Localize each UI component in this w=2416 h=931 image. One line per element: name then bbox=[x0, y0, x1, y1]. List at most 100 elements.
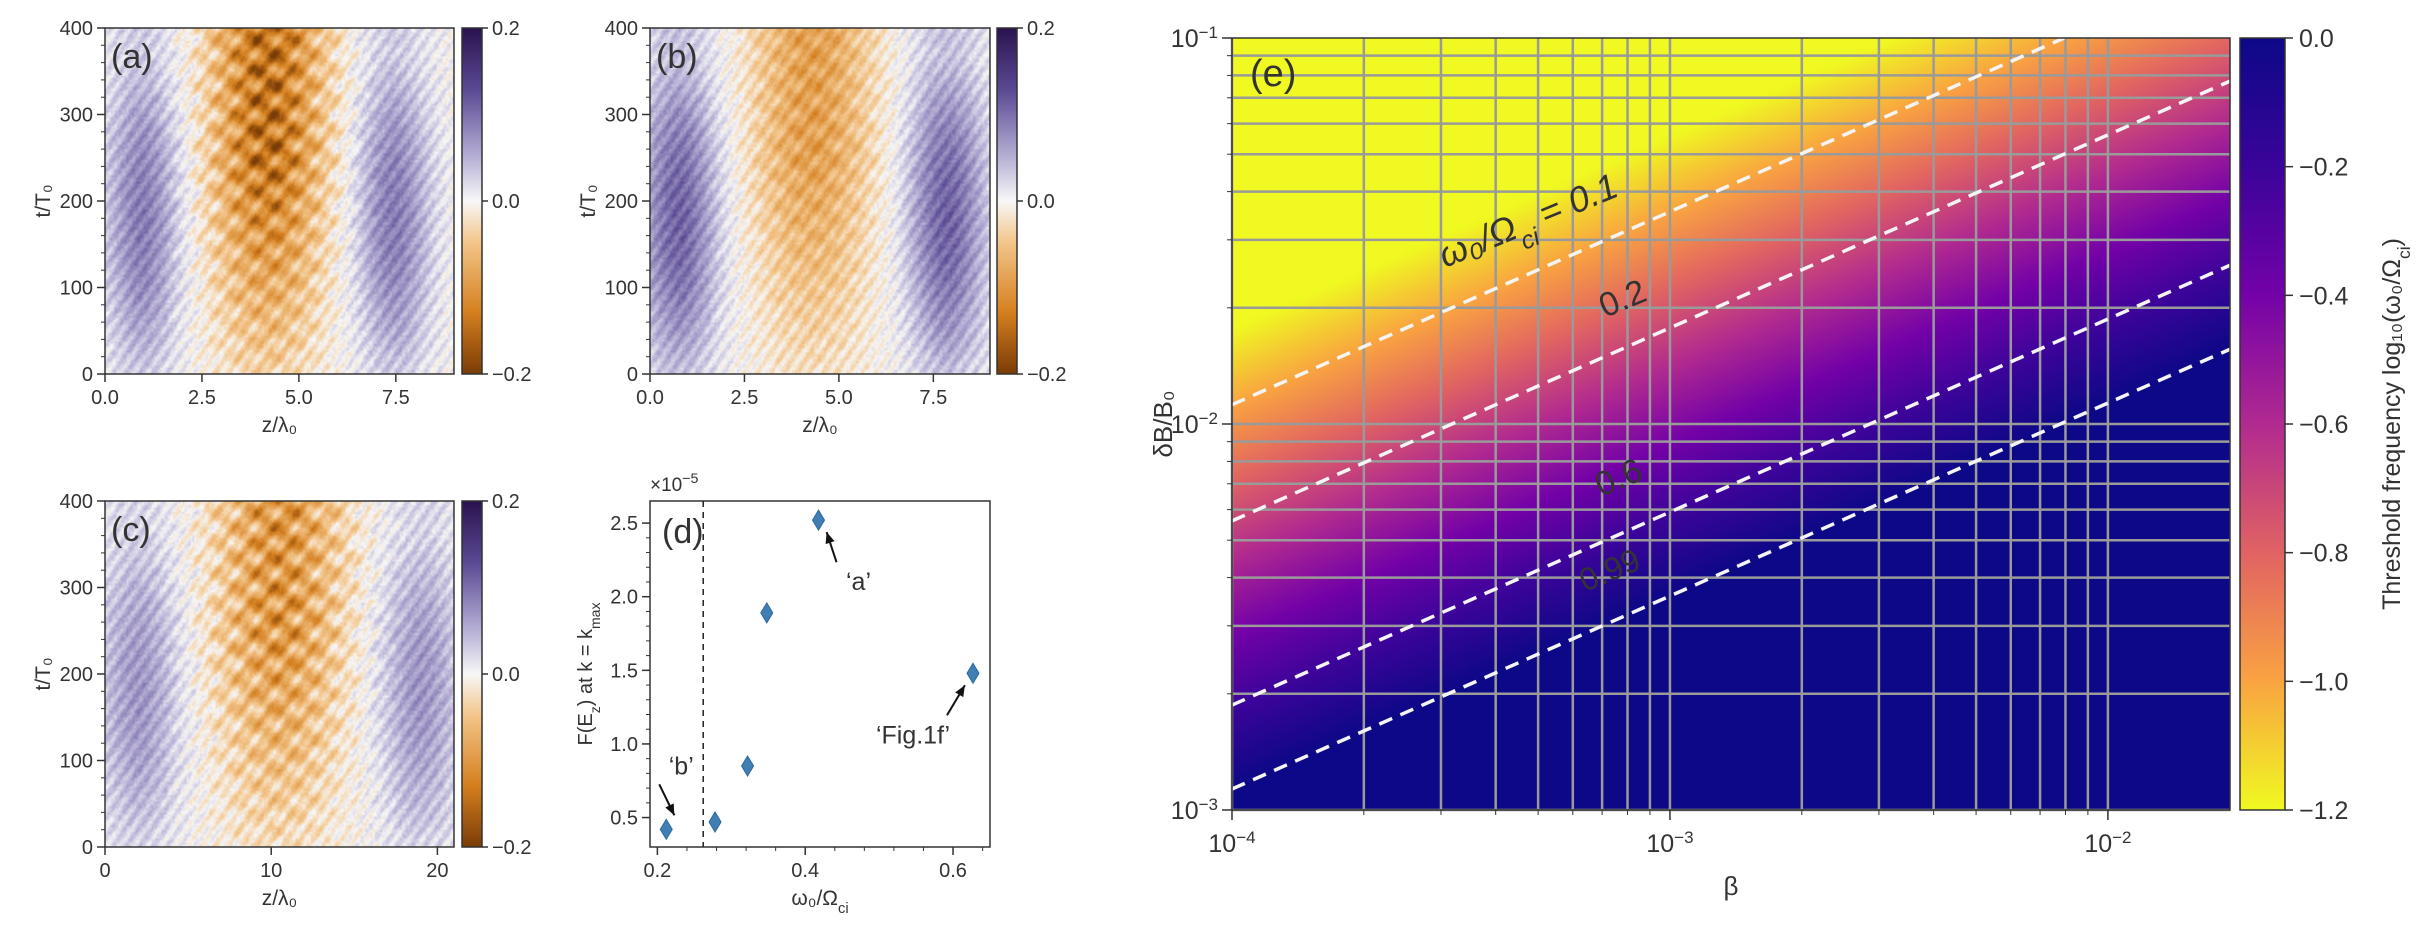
ytick-label: 10−3 bbox=[1171, 795, 1218, 826]
ytick-label: 300 bbox=[605, 105, 638, 127]
xtick-label: 10−2 bbox=[2084, 828, 2131, 859]
y-axis-label: t/T₀ bbox=[32, 657, 55, 690]
xtick-label: 7.5 bbox=[919, 387, 947, 409]
x-axis-label-sub: ci bbox=[838, 901, 849, 917]
ytick-label: 1.5 bbox=[610, 660, 638, 682]
ytick-label: 200 bbox=[60, 191, 93, 213]
colorbar-tick-label: 0.0 bbox=[1027, 191, 1055, 213]
panel-label-d: (d) bbox=[662, 513, 704, 551]
ytick-label: 2.0 bbox=[610, 587, 638, 609]
ytick-label: 10−1 bbox=[1171, 23, 1218, 54]
xtick-exp: −2 bbox=[2112, 828, 2131, 847]
ytick-exp: −1 bbox=[1199, 23, 1218, 42]
heatmap-c bbox=[105, 501, 454, 847]
ytick-label: 300 bbox=[60, 105, 93, 127]
ytick-exp: −3 bbox=[1199, 795, 1218, 814]
y-multiplier: ×10−5 bbox=[650, 471, 699, 496]
annotation-label: ‘Fig.1f’ bbox=[876, 721, 950, 749]
colorbar-tick-label: −1.2 bbox=[2299, 797, 2348, 825]
y-multiplier-exp: −5 bbox=[682, 471, 698, 487]
y-axis-label-sub2: max bbox=[587, 603, 603, 629]
colorbar-tick-label: −0.8 bbox=[2299, 540, 2348, 568]
colorbar-tick-label: −0.6 bbox=[2299, 411, 2348, 439]
colorbar-b bbox=[997, 28, 1017, 374]
xtick-label: 0.0 bbox=[636, 387, 664, 409]
colorbar-tick-label: −1.0 bbox=[2299, 668, 2348, 696]
colorbar-label: Threshold frequency log₁₀(ω₀/Ωci) bbox=[2378, 238, 2414, 610]
ytick-label: 200 bbox=[605, 191, 638, 213]
x-axis-label: z/λ₀ bbox=[262, 887, 298, 910]
ytick-exp: −2 bbox=[1199, 409, 1218, 428]
ytick-label: 400 bbox=[60, 491, 93, 513]
colorbar-c bbox=[462, 501, 482, 847]
colorbar-tick-label: −0.2 bbox=[492, 364, 531, 386]
data-point bbox=[760, 601, 774, 624]
xtick-label: 5.0 bbox=[285, 387, 313, 409]
annotation-label: ‘b’ bbox=[669, 752, 694, 780]
colorbar-tick-label: 0.2 bbox=[492, 18, 520, 40]
panel-label-a: (a) bbox=[111, 38, 153, 76]
xtick-label: 10 bbox=[260, 860, 282, 882]
xtick-label: 2.5 bbox=[731, 387, 759, 409]
panel-label-c: (c) bbox=[111, 511, 151, 549]
data-point bbox=[966, 662, 980, 685]
y-axis-label-mid: ) at k = k bbox=[575, 628, 597, 706]
x-axis-label: ω₀/Ωci bbox=[791, 887, 848, 917]
data-point bbox=[659, 818, 673, 841]
contour-line bbox=[1231, 79, 2231, 523]
xtick-label: 2.5 bbox=[188, 387, 216, 409]
xtick-label: 0 bbox=[99, 860, 110, 882]
x-axis-label: z/λ₀ bbox=[802, 414, 838, 437]
annotation-label: ‘a’ bbox=[846, 568, 871, 596]
colorbar-e bbox=[2240, 38, 2285, 810]
data-point bbox=[740, 755, 755, 777]
y-axis-label-sub: z bbox=[587, 706, 603, 713]
xtick-label: 7.5 bbox=[382, 387, 410, 409]
y-axis-label: t/T₀ bbox=[577, 184, 600, 217]
contour-line bbox=[1231, 36, 2065, 407]
contour-line bbox=[1231, 263, 2231, 707]
colorbar-tick-label: 0.2 bbox=[1027, 18, 1055, 40]
y-axis-label: t/T₀ bbox=[32, 184, 55, 217]
panel-b: 0 100 200 300 400 0.0 2.5 5.0 7.5 z/λ₀ t/T₀ (b) 0.2 0… bbox=[577, 18, 1066, 437]
plot-frame-d bbox=[649, 500, 991, 848]
colorbar-tick-label: −0.2 bbox=[492, 837, 531, 859]
xtick-exp: −3 bbox=[1674, 828, 1693, 847]
xtick-label: 20 bbox=[426, 860, 448, 882]
colorbar-tick-label: −0.2 bbox=[1027, 364, 1066, 386]
colorbar-tick-label: 0.0 bbox=[2299, 25, 2334, 53]
colorbar-tick-label: −0.4 bbox=[2299, 282, 2348, 310]
colorbar-label-end: ) bbox=[2378, 238, 2406, 246]
ytick-label: 0 bbox=[82, 837, 93, 859]
contour-line bbox=[1231, 347, 2231, 791]
xtick-label: 0.4 bbox=[791, 860, 819, 882]
xtick-label: 10−4 bbox=[1208, 828, 1255, 859]
annotation-arrowhead bbox=[955, 685, 965, 698]
colorbar-label-sub: ci bbox=[2394, 246, 2414, 259]
ytick-label: 100 bbox=[605, 278, 638, 300]
data-point bbox=[708, 810, 722, 833]
annotation-arrowhead bbox=[665, 803, 675, 816]
panel-a: 0 100 200 300 400 0.0 2.5 5.0 7.5 z/λ₀ t/T₀ (a) 0.2 0… bbox=[32, 18, 531, 437]
ytick-label: 200 bbox=[60, 664, 93, 686]
ytick-label: 400 bbox=[60, 18, 93, 40]
panel-label-e: (e) bbox=[1250, 53, 1296, 95]
xtick-label: 0.6 bbox=[939, 860, 967, 882]
colorbar-tick-label: 0.2 bbox=[492, 491, 520, 513]
ytick-label: 0 bbox=[82, 364, 93, 386]
ytick-label: 100 bbox=[60, 278, 93, 300]
panel-c: 0 100 200 300 400 0 10 20 z/λ₀ t/T₀ (c) 0.2 0.0 −0.2 bbox=[32, 491, 531, 910]
xtick-label: 0.0 bbox=[91, 387, 119, 409]
y-axis-label: δB/B₀ bbox=[1148, 390, 1178, 457]
y-axis-label: F(Ez) at k = kmax bbox=[575, 603, 603, 746]
colorbar-tick-label: 0.0 bbox=[492, 664, 520, 686]
annotation-arrowhead bbox=[825, 532, 835, 545]
ytick-label: 2.5 bbox=[610, 513, 638, 535]
ytick-label: 0.5 bbox=[610, 808, 638, 830]
ytick-label: 100 bbox=[60, 751, 93, 773]
ytick-label: 1.0 bbox=[610, 734, 638, 756]
data-point bbox=[811, 509, 826, 532]
xtick-label: 5.0 bbox=[825, 387, 853, 409]
